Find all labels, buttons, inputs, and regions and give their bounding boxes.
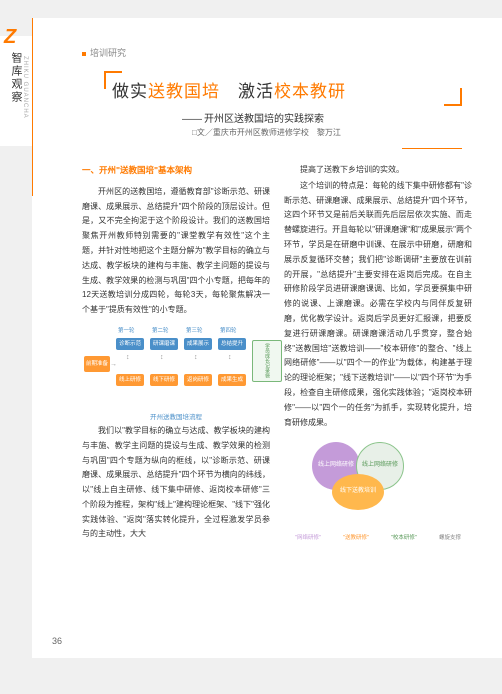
body-text: 开州区的送教国培，遵循教育部"诊断示范、研课磨课、成果展示、总结提升"四个阶段的…	[82, 185, 270, 318]
accent-line	[32, 18, 33, 196]
flow-diagram: 前期准备 第一轮 第二轮 第三轮 第四轮 诊断示范 研课磨课 成果展示 总结提升…	[82, 326, 270, 404]
venn-diagram: 线上网络研修 线上网络研修 线下送教培训	[284, 436, 472, 526]
title-bracket-br	[444, 88, 462, 106]
column-right: 提高了送教下乡培训的实效。 这个培训的特点是：每轮的线下集中研修都有"诊断示范、…	[284, 163, 472, 545]
title-bracket-tl	[104, 71, 122, 89]
body-text: 提高了送教下乡培训的实效。	[284, 163, 472, 178]
breadcrumb: 培训研究	[82, 46, 472, 59]
body-text: 这个培训的特点是：每轮的线下集中研修都有"诊断示范、研课磨课、成果展示、总结提升…	[284, 179, 472, 431]
subtitle: 开州区送教国培的实践探索	[182, 110, 472, 125]
divider	[402, 148, 462, 149]
column-left: 一、开州"送教国培"基本架构 开州区的送教国培，遵循教育部"诊断示范、研课磨课、…	[82, 163, 270, 545]
tab-logo: Z	[4, 26, 28, 50]
tab-subtitle: ZHIKU GUANCHA	[22, 56, 28, 119]
diagram-legend: "网络研修" "送教研修" "校本研修" 螺旋支撑	[284, 532, 472, 544]
author: □文／重庆市开州区教师进修学校 黎万江	[192, 127, 472, 138]
diagram-caption: 开州送教国培流程	[82, 412, 270, 424]
circle-orange: 线下送教培训	[332, 474, 384, 510]
page-number: 36	[52, 636, 62, 646]
body-text: 我们以"教学目标的确立与达成、教学板块的建构与丰施、教学主问题的提设与生成、教学…	[82, 424, 270, 542]
section-title: 一、开州"送教国培"基本架构	[82, 163, 270, 179]
diagram-start: 前期准备	[84, 356, 110, 372]
page-title: 做实送教国培 激活校本教研	[112, 77, 472, 102]
